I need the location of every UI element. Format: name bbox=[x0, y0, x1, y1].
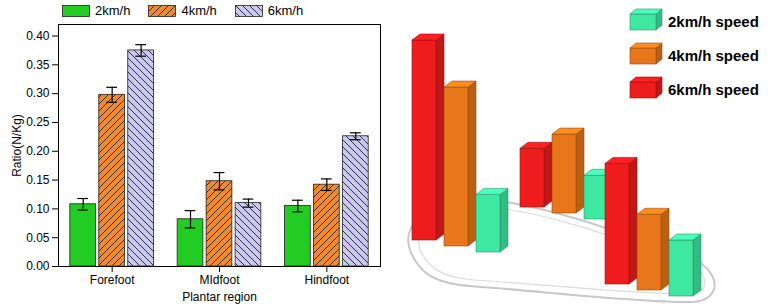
svg-text:4km/h speed: 4km/h speed bbox=[668, 47, 759, 64]
html-text:2km/h: 2km/h bbox=[95, 3, 131, 18]
html-text:6km/h: 6km/h bbox=[267, 3, 304, 18]
svg-text:0.15: 0.15 bbox=[26, 173, 50, 187]
svg-text:Forefoot: Forefoot bbox=[90, 273, 135, 287]
svg-text:0.35: 0.35 bbox=[26, 58, 50, 72]
svg-text:0.40: 0.40 bbox=[26, 29, 50, 43]
svg-text:0.00: 0.00 bbox=[26, 259, 50, 273]
svg-text:0.25: 0.25 bbox=[26, 115, 50, 129]
svg-text:MIdfoot: MIdfoot bbox=[199, 273, 240, 287]
svg-text:0.10: 0.10 bbox=[26, 202, 50, 216]
svg-text:Hindfoot: Hindfoot bbox=[304, 273, 349, 287]
svg-text:6km/h speed: 6km/h speed bbox=[668, 81, 759, 98]
svg-text:2km/h speed: 2km/h speed bbox=[668, 13, 759, 30]
html-text:4km/h: 4km/h bbox=[181, 3, 217, 18]
svg-text:Plantar region: Plantar region bbox=[182, 290, 257, 304]
svg-text:0.30: 0.30 bbox=[26, 86, 50, 100]
svg-text:Ratio(N/Kg): Ratio(N/Kg) bbox=[10, 114, 24, 177]
svg-text:0.20: 0.20 bbox=[26, 144, 50, 158]
svg-text:0.05: 0.05 bbox=[26, 231, 50, 245]
